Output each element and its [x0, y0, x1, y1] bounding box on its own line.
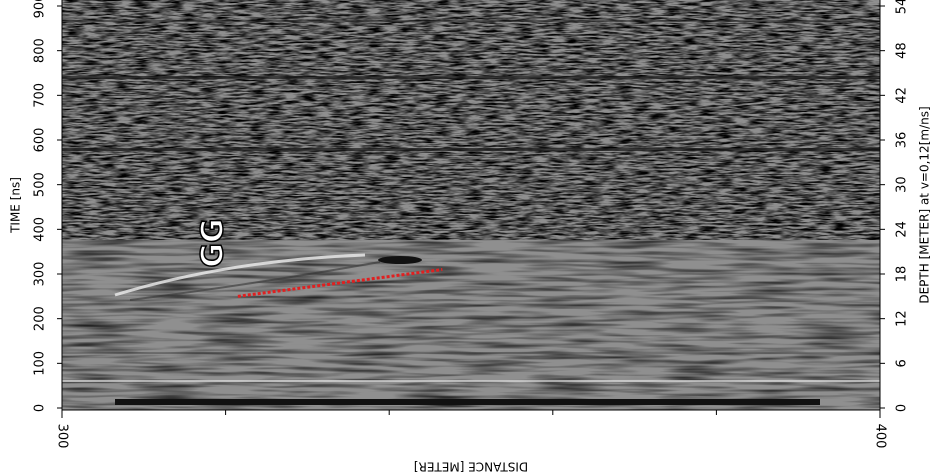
y2-tick-label: 18 — [895, 266, 910, 283]
radargram-image — [62, 0, 880, 410]
y-tick-label: 0 — [33, 404, 48, 412]
y2-tick-label: 36 — [895, 132, 910, 149]
y-tick-label: 300 — [33, 262, 48, 287]
y2-tick-label: 48 — [895, 42, 910, 59]
y-tick-label: 100 — [33, 351, 48, 376]
y-tick-label: 600 — [33, 128, 48, 153]
y-tick-label: 800 — [33, 38, 48, 63]
y2-tick-label: 54 — [895, 0, 910, 14]
y2-tick-label: 42 — [895, 87, 910, 104]
y2-tick-label: 30 — [895, 176, 910, 193]
y-tick-label: 400 — [33, 217, 48, 242]
y2-tick-label: 24 — [895, 221, 910, 238]
x-axis-label: DISTANCE [METER] — [414, 460, 528, 472]
y-tick-label: 200 — [33, 306, 48, 331]
pick-line — [237, 268, 443, 298]
y2-tick-label: 12 — [895, 310, 910, 327]
y2-axis-label: DEPTH [METER] at v=0,12[m/ns] — [918, 106, 932, 303]
y2-tick-label: 0 — [895, 404, 910, 412]
y2-tick-label: 6 — [895, 359, 910, 367]
y-tick-label: 900 — [33, 0, 48, 18]
y-axis-label: TIME [ns] — [9, 177, 23, 234]
annotation: GG — [196, 218, 231, 267]
y-tick-label: 700 — [33, 83, 48, 108]
x-tick-label: 400 — [873, 424, 888, 449]
y-tick-label: 500 — [33, 172, 48, 197]
x-tick-label: 300 — [55, 424, 70, 449]
